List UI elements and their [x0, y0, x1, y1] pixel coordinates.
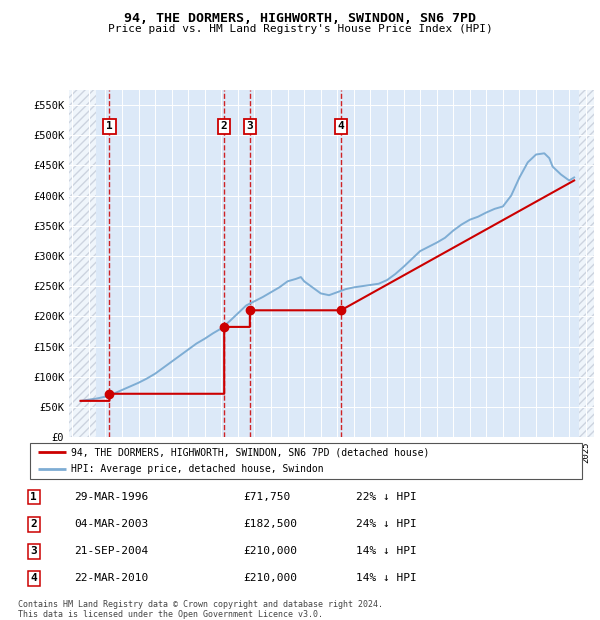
Text: £210,000: £210,000	[244, 546, 298, 556]
Text: £182,500: £182,500	[244, 519, 298, 529]
Text: 94, THE DORMERS, HIGHWORTH, SWINDON, SN6 7PD (detached house): 94, THE DORMERS, HIGHWORTH, SWINDON, SN6…	[71, 448, 430, 458]
Text: HPI: Average price, detached house, Swindon: HPI: Average price, detached house, Swin…	[71, 464, 324, 474]
Text: 24% ↓ HPI: 24% ↓ HPI	[356, 519, 417, 529]
Text: 22% ↓ HPI: 22% ↓ HPI	[356, 492, 417, 502]
Text: 4: 4	[31, 574, 37, 583]
Text: 14% ↓ HPI: 14% ↓ HPI	[356, 546, 417, 556]
Text: 22-MAR-2010: 22-MAR-2010	[74, 574, 149, 583]
Text: Price paid vs. HM Land Registry's House Price Index (HPI): Price paid vs. HM Land Registry's House …	[107, 24, 493, 33]
Bar	[69, 90, 96, 437]
Text: 2: 2	[31, 519, 37, 529]
Text: 14% ↓ HPI: 14% ↓ HPI	[356, 574, 417, 583]
Bar	[579, 90, 594, 437]
FancyBboxPatch shape	[30, 443, 582, 479]
Text: 94, THE DORMERS, HIGHWORTH, SWINDON, SN6 7PD: 94, THE DORMERS, HIGHWORTH, SWINDON, SN6…	[124, 12, 476, 25]
Text: 3: 3	[31, 546, 37, 556]
Text: 29-MAR-1996: 29-MAR-1996	[74, 492, 149, 502]
Text: 04-MAR-2003: 04-MAR-2003	[74, 519, 149, 529]
Text: £210,000: £210,000	[244, 574, 298, 583]
Text: 1: 1	[106, 122, 113, 131]
Text: 1: 1	[31, 492, 37, 502]
Text: 3: 3	[247, 122, 253, 131]
Text: 2: 2	[221, 122, 227, 131]
Text: Contains HM Land Registry data © Crown copyright and database right 2024.
This d: Contains HM Land Registry data © Crown c…	[18, 600, 383, 619]
Text: 4: 4	[338, 122, 344, 131]
Text: 21-SEP-2004: 21-SEP-2004	[74, 546, 149, 556]
Text: £71,750: £71,750	[244, 492, 291, 502]
